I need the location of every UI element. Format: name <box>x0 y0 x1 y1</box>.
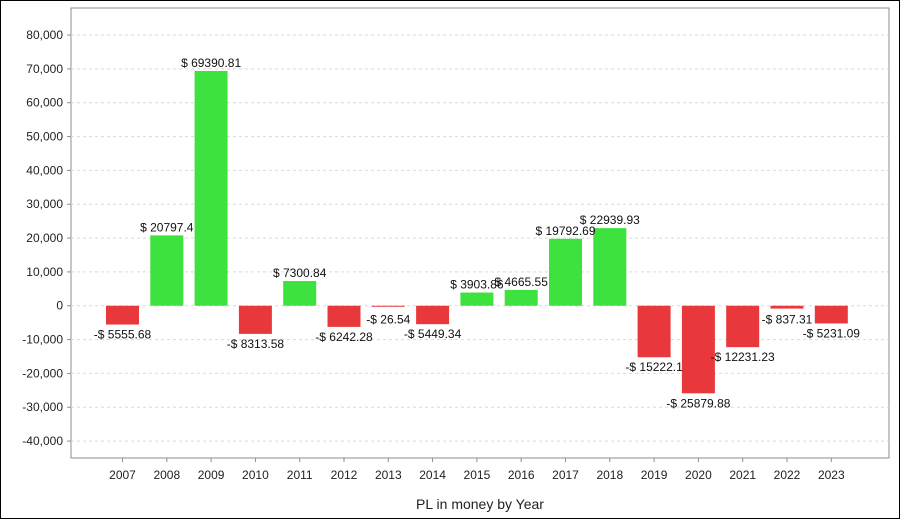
y-tick-label: 70,000 <box>26 62 63 76</box>
y-tick-label: 80,000 <box>26 28 63 42</box>
bar-2015 <box>460 292 494 306</box>
x-tick-label-2019: 2019 <box>641 468 668 482</box>
x-axis: 2007 2008 2009 2010 2011 2012 2013 2014 2015 2016… <box>109 458 845 482</box>
data-label-2021: -$ 12231.23 <box>711 350 775 364</box>
x-tick-label-2015: 2015 <box>464 468 491 482</box>
x-tick-label-2023: 2023 <box>818 468 845 482</box>
bar-2011 <box>283 281 317 306</box>
data-label-2010: -$ 8313.58 <box>227 337 285 351</box>
data-label-2008: $ 20797.4 <box>140 220 194 234</box>
x-tick-label-2008: 2008 <box>153 468 180 482</box>
data-label-2007: -$ 5555.68 <box>94 328 152 342</box>
data-label-2015: $ 3903.86 <box>450 278 504 292</box>
x-tick-label-2022: 2022 <box>774 468 801 482</box>
bar-2020 <box>681 305 715 394</box>
bar-2009 <box>194 70 228 306</box>
data-label-2020: -$ 25879.88 <box>666 396 730 410</box>
data-label-2018: $ 22939.93 <box>580 213 640 227</box>
x-tick-label-2009: 2009 <box>198 468 225 482</box>
y-tick-label: 0 <box>56 299 63 313</box>
bar-2016 <box>504 289 538 306</box>
y-tick-label: -30,000 <box>22 400 63 414</box>
bar-2018 <box>593 228 627 306</box>
y-tick-label: 60,000 <box>26 96 63 110</box>
x-tick-label-2010: 2010 <box>242 468 269 482</box>
x-axis-title: PL in money by Year <box>416 496 544 512</box>
x-tick-label-2017: 2017 <box>552 468 579 482</box>
x-tick-label-2020: 2020 <box>685 468 712 482</box>
x-tick-label-2013: 2013 <box>375 468 402 482</box>
data-label-2012: -$ 6242.28 <box>315 330 373 344</box>
x-tick-label-2014: 2014 <box>419 468 446 482</box>
y-tick-label: -20,000 <box>22 366 63 380</box>
x-tick-label-2018: 2018 <box>596 468 623 482</box>
y-tick-label: 50,000 <box>26 130 63 144</box>
data-labels: -$ 5555.68 $ 20797.4 $ 69390.81 -$ 8313.58 $… <box>94 56 861 410</box>
bar-2023 <box>814 305 848 324</box>
plot-area <box>70 7 890 459</box>
bar-2022 <box>770 305 804 309</box>
data-label-2013: -$ 26.54 <box>366 313 410 327</box>
grid-lines <box>71 34 889 442</box>
y-tick-label: 40,000 <box>26 163 63 177</box>
bar-2007 <box>106 305 139 325</box>
x-tick-label-2012: 2012 <box>331 468 358 482</box>
x-tick-label-2007: 2007 <box>109 468 136 482</box>
data-label-2022: -$ 837.31 <box>762 313 813 327</box>
data-label-2016: $ 4665.55 <box>495 275 549 289</box>
bar-2019 <box>637 305 671 358</box>
data-label-2023: -$ 5231.09 <box>803 326 861 340</box>
bar-2010 <box>238 305 272 334</box>
bars <box>106 70 848 394</box>
x-tick-label-2011: 2011 <box>287 468 313 482</box>
bar-2008 <box>150 235 184 306</box>
x-tick-label-2021: 2021 <box>729 468 756 482</box>
y-tick-label: -40,000 <box>22 434 63 448</box>
x-tick-label-2016: 2016 <box>508 468 535 482</box>
data-label-2011: $ 7300.84 <box>273 266 327 280</box>
y-tick-label: 30,000 <box>26 197 63 211</box>
bar-2014 <box>416 305 450 325</box>
data-label-2014: -$ 5449.34 <box>404 327 462 341</box>
bar-2013 <box>371 305 405 307</box>
bar-2012 <box>327 305 361 327</box>
y-tick-label: -10,000 <box>22 333 63 347</box>
y-tick-label: 10,000 <box>26 265 63 279</box>
bar-2021 <box>726 305 760 348</box>
y-tick-label: 20,000 <box>26 231 63 245</box>
bar-2017 <box>549 238 582 306</box>
data-label-2019: -$ 15222.1 <box>625 360 683 374</box>
data-label-2017: $ 19792.69 <box>535 224 595 238</box>
data-label-2009: $ 69390.81 <box>181 56 241 70</box>
y-axis: 80,000 70,000 60,000 50,000 40,000 30,000 20,0… <box>22 28 71 448</box>
